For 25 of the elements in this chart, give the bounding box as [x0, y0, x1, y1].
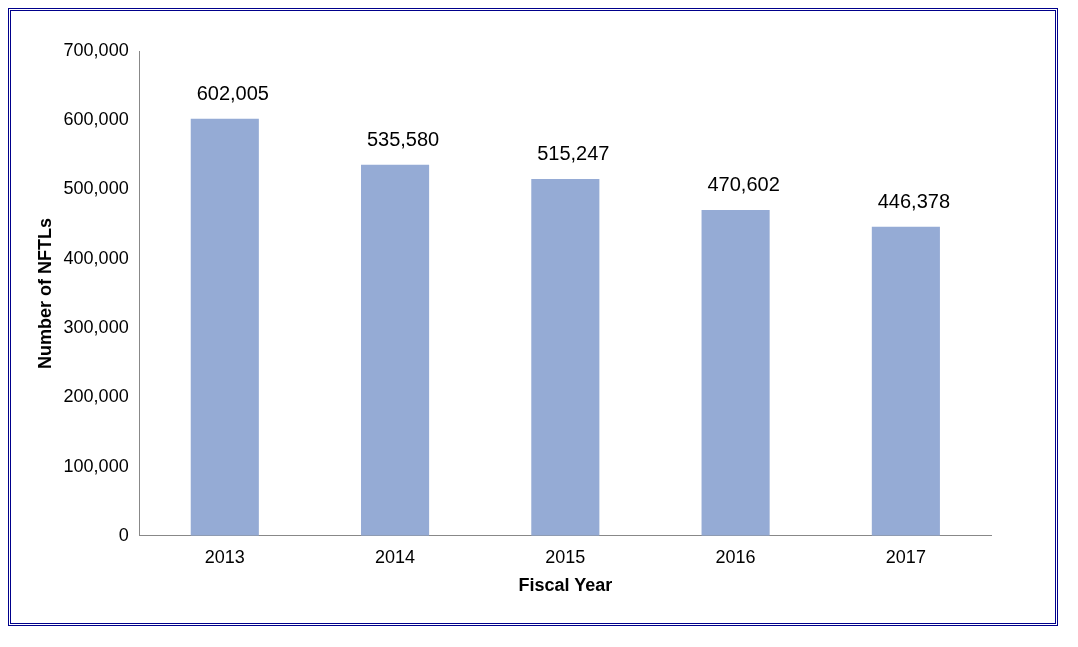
bar: [871, 226, 940, 536]
y-tick-label: 600,000: [63, 109, 129, 130]
data-label: 535,580: [366, 128, 440, 151]
y-tick-label: 0: [118, 524, 129, 545]
x-tick-label: 2017: [885, 546, 926, 567]
data-label: 470,602: [707, 173, 780, 196]
data-label: 602,005: [196, 82, 269, 105]
y-tick-label: 200,000: [63, 386, 129, 407]
y-tick-label: 300,000: [63, 317, 129, 337]
x-axis-title: Fiscal Year: [518, 575, 613, 596]
bar: [531, 178, 600, 536]
y-axis-title: Number of NFTLs: [34, 217, 55, 369]
data-label: 446,378: [877, 190, 951, 213]
x-tick-label: 2013: [204, 546, 245, 567]
y-tick-label: 100,000: [63, 455, 129, 476]
x-tick-label: 2014: [375, 546, 416, 567]
x-tick-label: 2016: [715, 546, 756, 567]
bar: [701, 209, 770, 536]
bar: [361, 164, 430, 536]
data-label: 515,247: [537, 142, 610, 165]
y-tick-label: 700,000: [63, 39, 129, 60]
y-tick-label: 500,000: [63, 178, 129, 199]
bar: [190, 118, 259, 536]
x-tick-label: 2015: [545, 546, 586, 567]
y-tick-label: 400,000: [63, 247, 129, 268]
